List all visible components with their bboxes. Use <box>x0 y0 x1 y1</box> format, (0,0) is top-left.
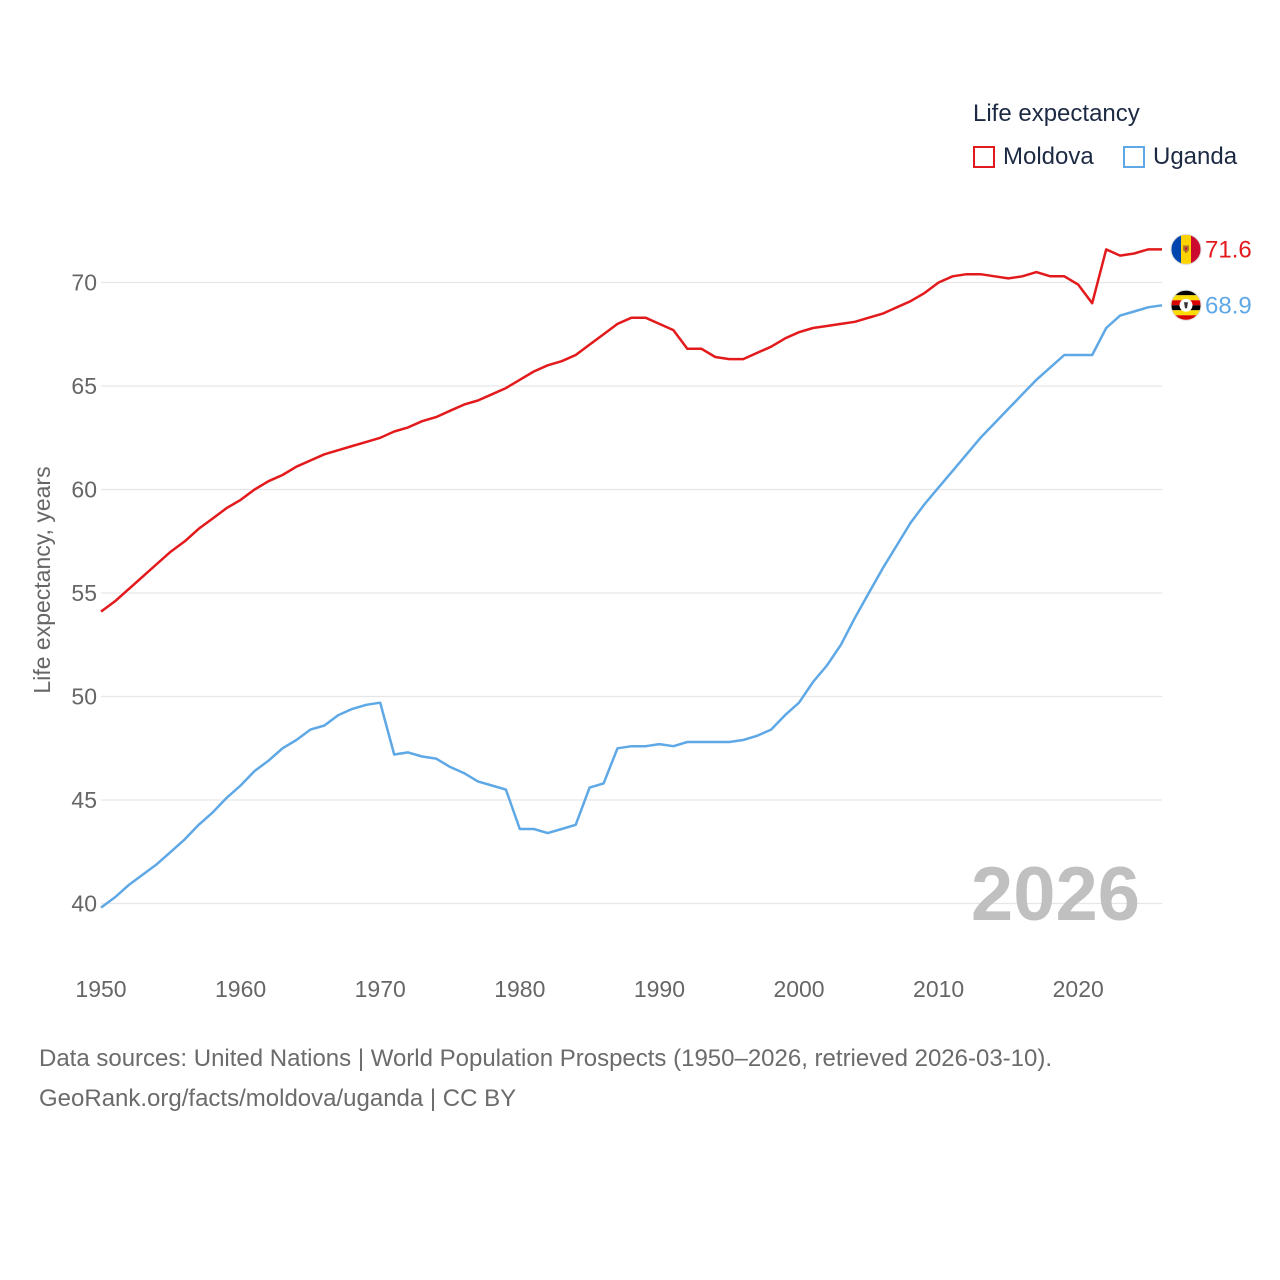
x-tick-label: 1990 <box>634 976 685 1002</box>
legend-label-moldova: Moldova <box>1003 143 1094 170</box>
uganda-swatch-icon <box>1123 146 1145 168</box>
source-text: Data sources: United Nations | World Pop… <box>39 1045 1053 1072</box>
x-tick-label: 1950 <box>75 976 126 1002</box>
x-tick-label: 1970 <box>355 976 406 1002</box>
y-tick-label: 55 <box>71 580 97 606</box>
series-end-labels: 71.6 68.9 <box>1170 233 1252 321</box>
source-link[interactable]: GeoRank.org/facts/moldova/uganda | CC BY <box>39 1085 517 1112</box>
series-line-uganda <box>100 304 1163 909</box>
y-axis-ticks: 40 45 50 55 60 65 70 <box>71 270 97 917</box>
x-tick-label: 1960 <box>215 976 266 1002</box>
x-tick-label: 2020 <box>1053 976 1104 1002</box>
legend-item-moldova[interactable]: Moldova <box>973 143 1094 171</box>
grid-lines <box>101 281 1162 905</box>
moldova-swatch-icon <box>973 146 995 168</box>
y-tick-label: 70 <box>71 270 97 296</box>
series-lines <box>100 248 1163 909</box>
x-tick-label: 1980 <box>494 976 545 1002</box>
y-tick-label: 45 <box>71 787 97 813</box>
uganda-flag-icon <box>1170 289 1202 321</box>
legend-item-uganda[interactable]: Uganda <box>1123 143 1237 171</box>
y-tick-label: 40 <box>71 891 97 917</box>
y-tick-label: 65 <box>71 373 97 399</box>
moldova-flag-icon <box>1170 233 1202 265</box>
series-line-moldova <box>100 248 1162 613</box>
legend-title: Life expectancy <box>973 100 1140 127</box>
y-axis-label: Life expectancy, years <box>29 466 55 693</box>
end-label-uganda: 68.9 <box>1205 292 1252 319</box>
year-watermark: 2026 <box>971 852 1140 937</box>
end-label-moldova: 71.6 <box>1205 236 1252 263</box>
x-tick-label: 2000 <box>773 976 824 1002</box>
x-tick-label: 2010 <box>913 976 964 1002</box>
x-axis-ticks: 1950 1960 1970 1980 1990 2000 2010 2020 <box>75 976 1103 1002</box>
y-tick-label: 50 <box>71 684 97 710</box>
legend-label-uganda: Uganda <box>1153 143 1238 170</box>
y-tick-label: 60 <box>71 477 97 503</box>
